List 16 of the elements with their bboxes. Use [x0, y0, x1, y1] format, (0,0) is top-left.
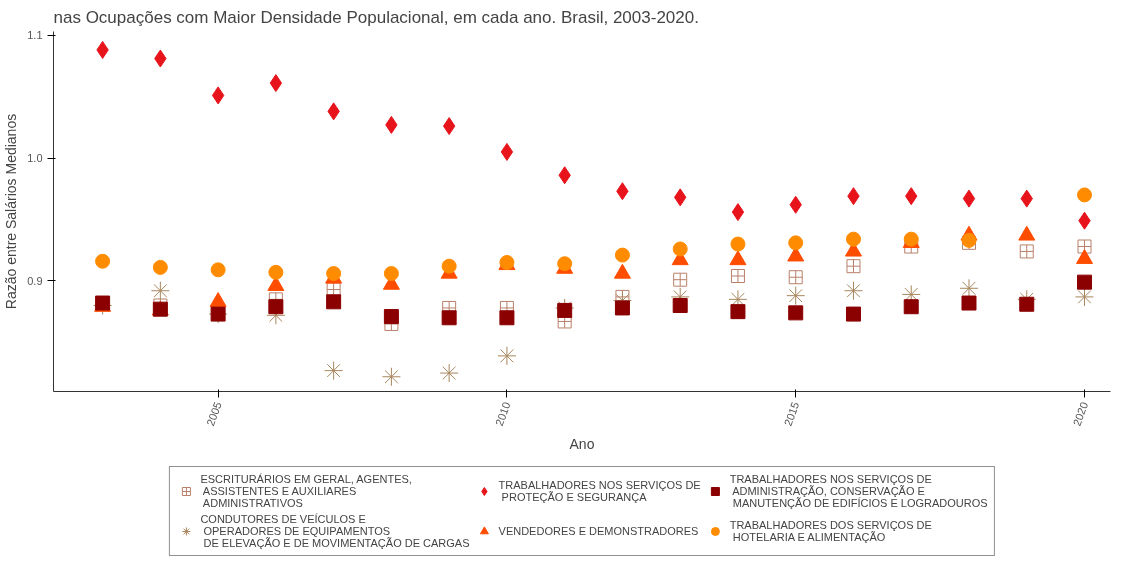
x-axis-title: Ano [569, 436, 595, 453]
legend-label: TRABALHADORES NOS SERVIÇOS DE ADMINISTRAÇÃO, CONSERVAÇÃO E MANUTENÇÃO DE EDIFÍCIOS E LOGRADOUROS [729, 473, 988, 509]
x-tick-label: 2015 [781, 400, 802, 428]
y-tick-label: 1.0 [27, 152, 43, 165]
legend-label: TRABALHADORES DOS SERVIÇOS DE HOTELARIA E ALIMENTAÇÃO [729, 518, 932, 545]
legend-label: VENDEDORES E DEMONSTRADORES [498, 524, 699, 539]
chart-title: nas Ocupações com Maior Densidade Populacional, em cada ano. Brasil, 2003-2020. [53, 7, 699, 27]
legend-label: CONDUTORES DE VEÍCULOS E OPERADORES DE EQUIPAMENTOS DE ELEVAÇÃO E DE MOVIMENTAÇÃO DE CARGAS [200, 513, 470, 549]
y-axis-title: Razão entre Salários Medianos [3, 113, 20, 310]
y-tick-label: 1.1 [27, 29, 43, 42]
y-tick-label: 0.9 [27, 274, 43, 287]
x-tick-label: 2020 [1070, 400, 1091, 428]
x-tick-label: 2005 [204, 400, 224, 428]
legend-label: TRABALHADORES NOS SERVIÇOS DE PROTEÇÃO E SEGURANÇA [498, 478, 701, 505]
x-tick-label: 2010 [492, 400, 513, 428]
legend-label: ESCRITURÁRIOS EM GERAL, AGENTES, ASSISTENTES E AUXILIARES ADMINISTRATIVOS [200, 473, 412, 509]
